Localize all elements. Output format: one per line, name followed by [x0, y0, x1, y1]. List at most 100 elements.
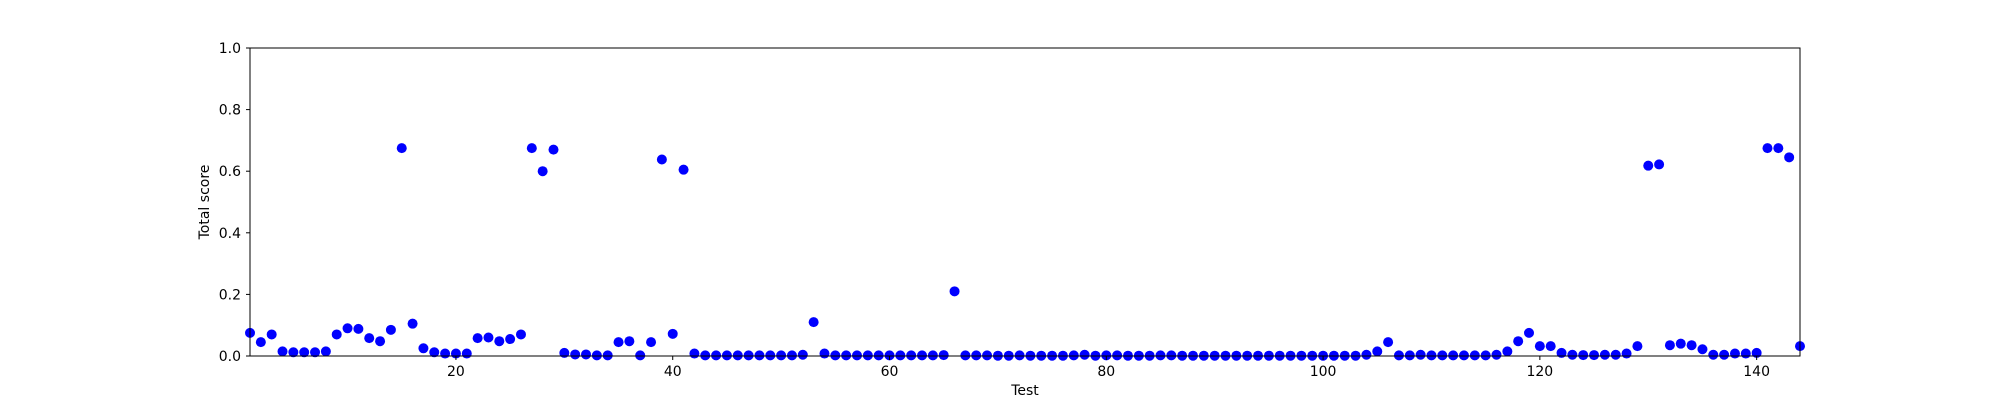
- data-point: [808, 317, 819, 328]
- y-tick-label: 1.0: [219, 41, 241, 57]
- data-point: [526, 143, 537, 154]
- data-point: [1079, 349, 1090, 360]
- y-tick-label: 0.2: [219, 287, 241, 303]
- data-point: [938, 350, 949, 361]
- data-point: [310, 347, 321, 358]
- data-points: [245, 143, 1805, 361]
- data-point: [288, 347, 299, 358]
- x-axis-label: Test: [1010, 383, 1039, 399]
- data-point: [385, 324, 396, 335]
- y-tick-label: 0.6: [219, 164, 241, 180]
- data-point: [830, 350, 841, 361]
- data-point: [927, 350, 938, 361]
- data-point: [537, 166, 548, 177]
- data-point: [613, 337, 624, 348]
- data-point: [429, 347, 440, 358]
- x-tick-label: 80: [1097, 364, 1115, 380]
- data-point: [895, 350, 906, 361]
- data-point: [851, 350, 862, 361]
- data-point: [342, 323, 353, 334]
- x-tick-label: 140: [1743, 364, 1770, 380]
- data-point: [624, 336, 635, 347]
- plot-frame: [249, 47, 1801, 357]
- data-point: [689, 348, 700, 359]
- data-point: [1372, 346, 1383, 357]
- data-point: [721, 350, 732, 361]
- data-point: [1751, 347, 1762, 358]
- data-point: [1458, 350, 1469, 361]
- x-tick-label: 60: [881, 364, 899, 380]
- data-point: [581, 349, 592, 360]
- data-point: [1643, 160, 1654, 171]
- data-point: [472, 333, 483, 344]
- data-point: [407, 318, 418, 329]
- data-point: [570, 349, 581, 360]
- data-point: [1621, 348, 1632, 359]
- data-point: [1729, 348, 1740, 359]
- data-point: [515, 329, 526, 340]
- data-point: [711, 350, 722, 361]
- data-point: [819, 348, 830, 359]
- data-point: [1708, 349, 1719, 360]
- data-point: [364, 333, 375, 344]
- x-tick-label: 120: [1526, 364, 1553, 380]
- data-point: [1068, 350, 1079, 361]
- data-point: [1589, 350, 1600, 361]
- data-point: [559, 347, 570, 358]
- data-point: [786, 350, 797, 361]
- data-point: [862, 350, 873, 361]
- data-point: [1155, 350, 1166, 361]
- data-point: [646, 337, 657, 348]
- x-axis-ticks: 20 40 60 80 100 120 140: [447, 356, 1770, 380]
- data-point: [1610, 349, 1621, 360]
- data-point: [1654, 159, 1665, 170]
- y-axis-label: Total score: [197, 165, 213, 241]
- x-tick-label: 100: [1310, 364, 1337, 380]
- data-point: [1664, 340, 1675, 351]
- data-point: [602, 350, 613, 361]
- data-point: [1534, 341, 1545, 352]
- data-point: [375, 336, 386, 347]
- data-point: [1014, 350, 1025, 361]
- data-point: [591, 350, 602, 361]
- y-tick-label: 0.0: [219, 349, 241, 365]
- data-point: [1112, 350, 1123, 361]
- y-tick-label: 0.8: [219, 103, 241, 119]
- data-point: [483, 332, 494, 343]
- data-point: [1361, 349, 1372, 360]
- data-point: [505, 334, 516, 345]
- data-point: [960, 350, 971, 361]
- data-point: [1773, 143, 1784, 154]
- data-point: [656, 154, 667, 165]
- data-point: [884, 350, 895, 361]
- data-point: [667, 328, 678, 339]
- data-point: [949, 286, 960, 297]
- data-point: [1599, 349, 1610, 360]
- data-point: [277, 346, 288, 357]
- y-axis-ticks: 0.0 0.2 0.4 0.6 0.8 1.0: [219, 41, 250, 365]
- data-point: [266, 329, 277, 340]
- y-tick-label: 0.4: [219, 226, 241, 242]
- data-point: [841, 350, 852, 361]
- data-point: [548, 144, 559, 155]
- data-point: [1383, 337, 1394, 348]
- data-point: [1393, 350, 1404, 361]
- data-point: [1415, 349, 1426, 360]
- data-point: [917, 350, 928, 361]
- data-point: [743, 350, 754, 361]
- data-point: [331, 329, 342, 340]
- data-point: [494, 336, 505, 347]
- data-point: [700, 350, 711, 361]
- data-point: [1762, 143, 1773, 154]
- data-point: [1491, 349, 1502, 360]
- data-point: [353, 323, 364, 334]
- data-point: [1448, 350, 1459, 361]
- data-point: [1101, 350, 1112, 361]
- data-point: [1469, 350, 1480, 361]
- data-point: [1697, 344, 1708, 355]
- data-point: [440, 348, 451, 359]
- data-point: [255, 337, 266, 348]
- data-point: [1567, 349, 1578, 360]
- data-point: [1545, 341, 1556, 352]
